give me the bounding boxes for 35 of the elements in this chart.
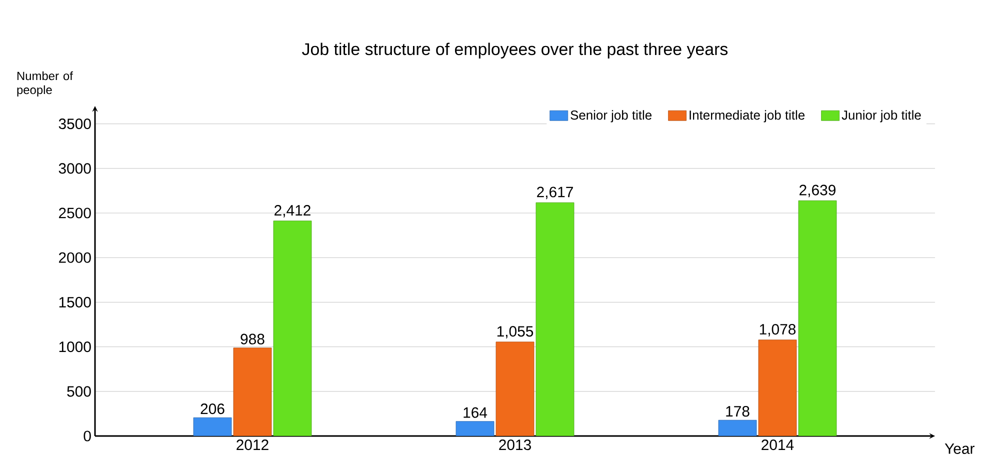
bar — [193, 417, 232, 436]
legend-label: Junior job title — [842, 110, 921, 122]
bar — [718, 420, 757, 436]
bar — [273, 220, 312, 436]
data-label: 164 — [464, 407, 488, 418]
y-axis-title: Number of people — [17, 71, 73, 96]
bar — [496, 342, 534, 436]
data-label: 988 — [240, 334, 264, 344]
y-tick-label: 1000 — [59, 342, 91, 352]
y-tick-label: 3500 — [58, 118, 91, 130]
bar — [456, 421, 494, 436]
legend-label: Intermediate job title — [690, 110, 805, 122]
data-label: 178 — [726, 406, 750, 417]
bar — [233, 348, 272, 436]
bar — [798, 200, 837, 436]
bar — [758, 340, 797, 436]
y-tick-label: 2000 — [58, 252, 91, 263]
y-tick-label: 2500 — [58, 208, 91, 218]
data-label: 2,617 — [537, 186, 573, 200]
x-axis-title: Year — [944, 444, 974, 454]
data-label: 2,412 — [274, 205, 310, 218]
y-tick-label: 3000 — [58, 163, 91, 174]
x-tick-label: 2012 — [236, 440, 268, 450]
x-tick-label: 2014 — [762, 440, 794, 450]
y-tick-label: 0 — [84, 430, 91, 442]
data-label: 206 — [200, 404, 224, 414]
data-label: 1,055 — [497, 326, 534, 338]
chart-title: Job title structure of employees over the past three years — [302, 42, 728, 58]
data-label: 1,078 — [760, 324, 796, 336]
legend-label: Senior job title — [570, 110, 652, 122]
y-tick-label: 500 — [67, 386, 91, 397]
y-tick-label: 1500 — [59, 296, 91, 308]
bar — [536, 202, 574, 436]
data-label: 2,639 — [800, 184, 836, 198]
x-tick-label: 2013 — [499, 440, 531, 450]
